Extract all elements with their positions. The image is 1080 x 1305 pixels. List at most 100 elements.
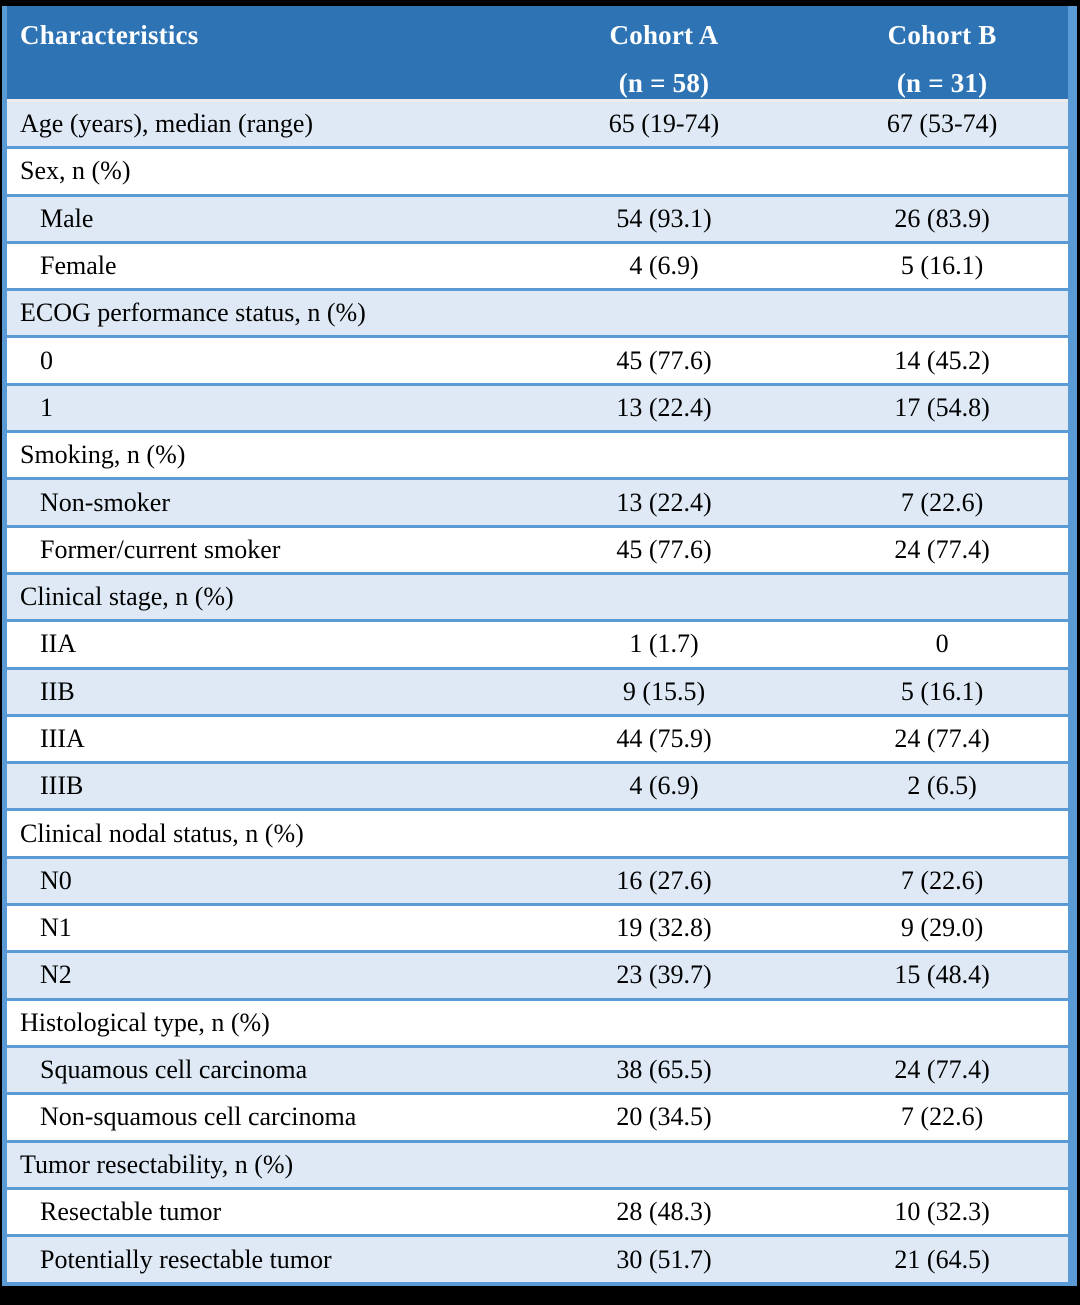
table-row: N1 19 (32.8) 9 (29.0): [4, 904, 1073, 952]
cohort-b-value: [816, 290, 1072, 337]
row-label: IIA: [40, 629, 77, 659]
cohort-a-value: [512, 1141, 816, 1188]
cohort-b-value: 21 (64.5): [894, 1244, 990, 1274]
cohort-a-value: 54 (93.1): [616, 203, 712, 233]
cohort-b-value: 2 (6.5): [907, 771, 977, 801]
cohort-a-value: 38 (65.5): [616, 1055, 712, 1085]
table-body: Age (years), median (range) 65 (19-74) 67 …: [4, 100, 1073, 1284]
cohort-b-value: 15 (48.4): [894, 960, 990, 990]
row-label: IIB: [40, 676, 75, 706]
cohort-b-value: 24 (77.4): [894, 534, 990, 564]
cohort-b-value: 0: [935, 629, 949, 659]
cohort-b-value: 24 (77.4): [894, 1055, 990, 1085]
row-label: Age (years), median (range): [20, 109, 314, 139]
cohort-a-value: 44 (75.9): [616, 724, 712, 753]
row-label: Resectable tumor: [40, 1196, 222, 1226]
cohort-a-value: 4 (6.9): [629, 251, 699, 281]
row-label: Squamous cell carcinoma: [40, 1055, 308, 1085]
cohort-b-value: [816, 432, 1072, 479]
cohort-a-value: 19 (32.8): [616, 913, 712, 943]
row-label: N2: [40, 960, 72, 990]
table-row: IIA 1 (1.7) 0: [4, 620, 1073, 669]
table-row: Squamous cell carcinoma 38 (65.5) 24 (77.4…: [4, 1046, 1073, 1094]
table-row: Former/current smoker 45 (77.6) 24 (77.4): [4, 526, 1073, 574]
table-row: Tumor resectability, n (%): [4, 1141, 1073, 1189]
row-label: Clinical nodal status, n (%): [20, 818, 304, 848]
row-label: Potentially resectable tumor: [40, 1244, 332, 1274]
row-label: N1: [40, 913, 72, 943]
table-row: Resectable tumor 28 (48.3) 10 (32.3): [4, 1188, 1073, 1236]
table-row: Clinical nodal status, n (%): [4, 809, 1073, 858]
header-characteristics: Characteristics: [20, 20, 199, 50]
cohort-a-value: 13 (22.4): [616, 487, 712, 517]
cohort-a-value: 13 (22.4): [616, 392, 712, 422]
table-row: Male 54 (93.1) 26 (83.9): [4, 195, 1073, 243]
cohort-b-value: 9 (29.0): [900, 913, 984, 943]
cohort-b-value: 10 (32.3): [894, 1196, 990, 1226]
cohort-b-value: 17 (54.8): [894, 392, 990, 422]
row-label: Male: [40, 203, 94, 233]
table-row: 0 45 (77.6) 14 (45.2): [4, 336, 1073, 385]
row-label: ECOG performance status, n (%): [20, 298, 366, 328]
table-row: Smoking, n (%): [4, 431, 1073, 479]
cohort-a-value: 9 (15.5): [622, 676, 706, 706]
row-label: Female: [40, 251, 117, 281]
cohort-a-value: 4 (6.9): [629, 771, 699, 801]
cohort-a-value: 16 (27.6): [616, 865, 712, 895]
row-label: Smoking, n (%): [20, 440, 186, 470]
table-row: Non-squamous cell carcinoma 20 (34.5) 7 (2…: [4, 1093, 1073, 1142]
cohort-b-value: 7 (22.6): [900, 1102, 984, 1132]
characteristics-table: Characteristics Cohort A (n = 58) Cohort…: [2, 6, 1077, 1286]
cohort-a-value: 65 (19-74): [608, 109, 720, 139]
row-label: Non-squamous cell carcinoma: [40, 1102, 357, 1132]
table-row: IIIB 4 (6.9) 2 (6.5): [4, 762, 1073, 810]
cohort-b-value: 7 (22.6): [900, 487, 984, 517]
table-row: Female 4 (6.9) 5 (16.1): [4, 242, 1073, 290]
table-row: 1 13 (22.4) 17 (54.8): [4, 384, 1073, 432]
baseline-characteristics-table: Characteristics Cohort A (n = 58) Cohort…: [2, 6, 1077, 1286]
cohort-a-value: [512, 573, 816, 620]
cohort-a-value: 28 (48.3): [616, 1196, 712, 1226]
cohort-a-value: [512, 999, 816, 1046]
cohort-b-value: 26 (83.9): [894, 203, 990, 233]
row-label: Sex, n (%): [20, 156, 131, 186]
cohort-a-value: [512, 290, 816, 337]
cohort-b-value: [816, 148, 1072, 195]
row-label: N0: [40, 865, 72, 895]
table-header: Characteristics Cohort A (n = 58) Cohort…: [4, 6, 1073, 101]
cohort-b-value: 24 (77.4): [894, 724, 990, 753]
table-row: Age (years), median (range) 65 (19-74) 67 …: [4, 100, 1073, 148]
cohort-a-value: [512, 432, 816, 479]
cohort-b-value: [816, 573, 1072, 620]
table-row: ECOG performance status, n (%): [4, 289, 1073, 337]
table-row: N2 23 (39.7) 15 (48.4): [4, 951, 1073, 1000]
cohort-a-value: 1 (1.7): [629, 629, 699, 659]
cohort-a-value: [512, 148, 816, 195]
cohort-b-value: [816, 1141, 1072, 1188]
header-cohort-b-n: (n = 31): [896, 68, 988, 98]
row-label: IIIA: [40, 724, 85, 753]
row-label: Clinical stage, n (%): [20, 582, 234, 612]
header-cohort-b-title: Cohort B: [887, 20, 997, 50]
table-row: Histological type, n (%): [4, 999, 1073, 1047]
row-label: IIIB: [40, 771, 84, 801]
cohort-a-value: 45 (77.6): [616, 534, 712, 564]
cohort-a-value: 23 (39.7): [616, 960, 712, 990]
table-row: N0 16 (27.6) 7 (22.6): [4, 857, 1073, 905]
table-row: IIB 9 (15.5) 5 (16.1): [4, 668, 1073, 716]
cohort-b-value: [816, 810, 1072, 857]
table-row: Sex, n (%): [4, 147, 1073, 196]
header-cohort-a: Cohort A (n = 58): [512, 6, 816, 101]
cohort-a-value: 20 (34.5): [616, 1102, 712, 1132]
header-cohort-a-title: Cohort A: [609, 20, 719, 50]
cohort-b-value: 7 (22.6): [900, 865, 984, 895]
table-row: Clinical stage, n (%): [4, 573, 1073, 621]
row-label: Histological type, n (%): [20, 1007, 270, 1037]
row-label: Former/current smoker: [40, 534, 281, 564]
cohort-a-value: 30 (51.7): [616, 1244, 712, 1274]
header-row: Characteristics Cohort A (n = 58) Cohort…: [4, 6, 1073, 101]
row-label: 1: [40, 392, 53, 422]
cohort-a-value: [512, 810, 816, 857]
row-label: Tumor resectability, n (%): [20, 1149, 294, 1179]
